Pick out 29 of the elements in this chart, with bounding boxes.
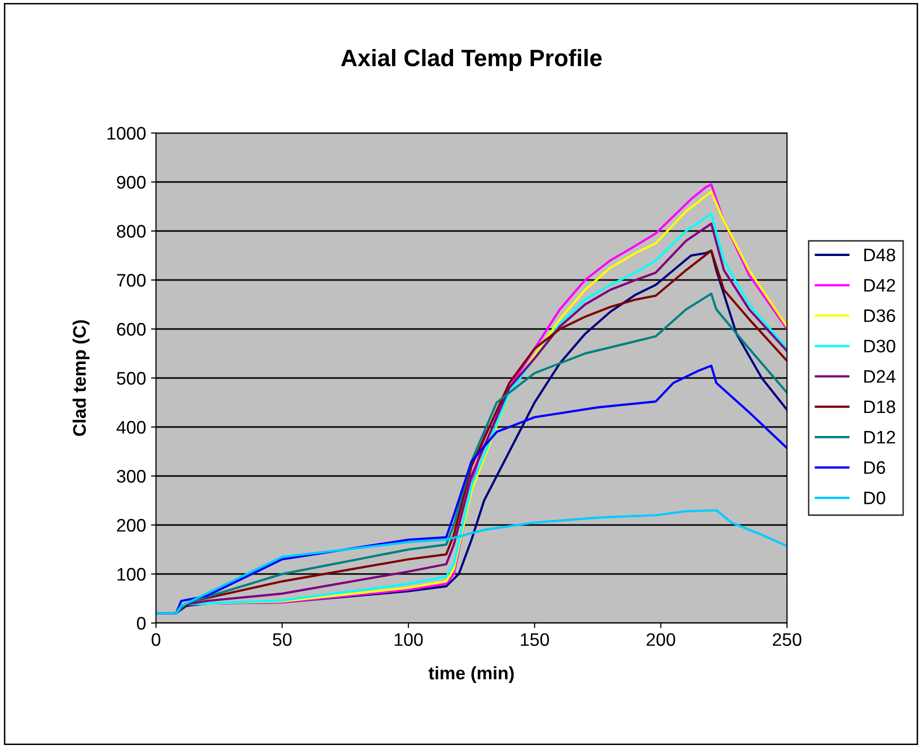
y-tick-label: 900 bbox=[117, 176, 146, 189]
x-tick-label: 100 bbox=[394, 633, 423, 646]
y-tick-label: 700 bbox=[117, 274, 146, 287]
y-axis-title: Clad temp (C) bbox=[72, 320, 90, 436]
legend-label: D36 bbox=[864, 309, 896, 322]
legend-label: D0 bbox=[864, 492, 886, 504]
legend-label: D42 bbox=[864, 278, 896, 292]
x-tick-label: 200 bbox=[646, 633, 676, 646]
y-tick-label: 300 bbox=[116, 470, 146, 483]
y-tick-label: 200 bbox=[117, 518, 146, 532]
y-tick-label: 600 bbox=[117, 322, 146, 336]
legend-label: D6 bbox=[864, 461, 886, 474]
y-tick-label: 0 bbox=[136, 616, 146, 630]
y-tick-label: 400 bbox=[116, 420, 146, 434]
y-tick-label: 1000 bbox=[107, 126, 146, 140]
x-tick-label: 150 bbox=[520, 633, 549, 646]
y-tick-label: 500 bbox=[116, 372, 146, 385]
x-tick-label: 50 bbox=[272, 633, 292, 646]
legend-label: D18 bbox=[864, 400, 896, 414]
chart-title: Axial Clad Temp Profile bbox=[341, 48, 602, 72]
y-tick-label: 100 bbox=[118, 568, 146, 581]
legend-label: D48 bbox=[864, 248, 896, 262]
x-tick-label: 250 bbox=[772, 633, 802, 646]
y-tick-label: 800 bbox=[116, 224, 146, 238]
x-tick-label: 0 bbox=[152, 633, 160, 646]
x-axis-title: time (min) bbox=[428, 666, 514, 684]
legend-label: D24 bbox=[864, 370, 896, 383]
legend-label: D30 bbox=[864, 340, 896, 352]
legend-label: D12 bbox=[864, 430, 896, 444]
